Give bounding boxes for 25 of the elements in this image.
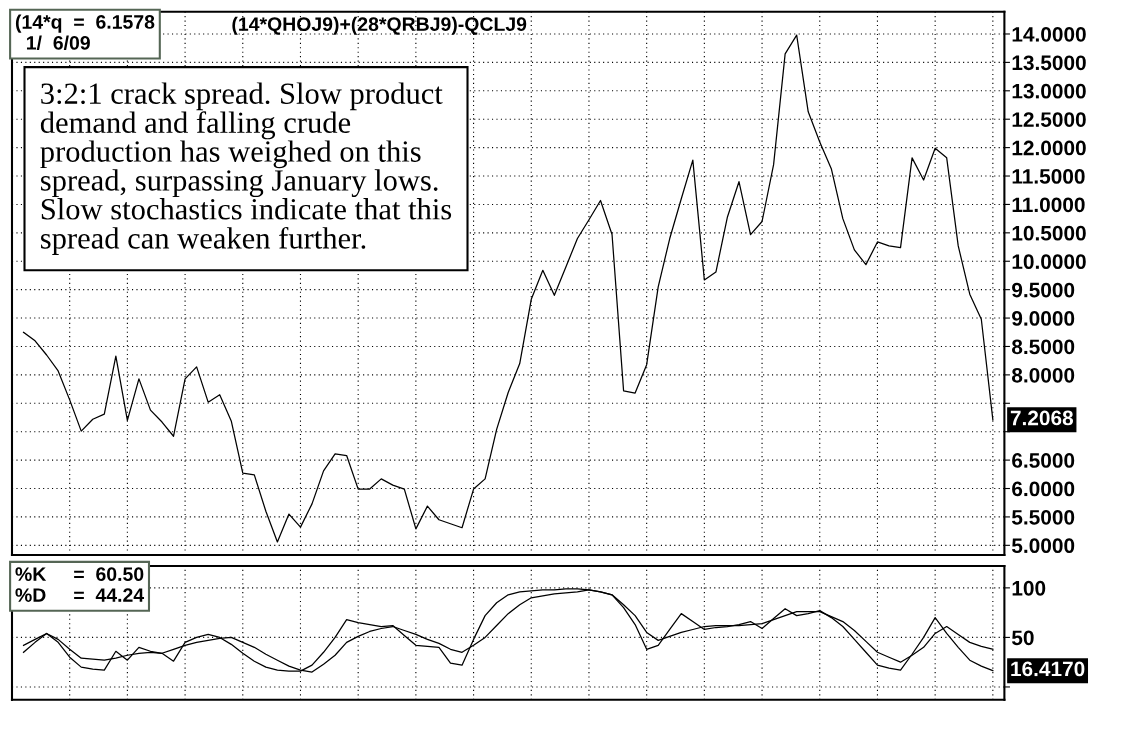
y-tick-label: 5.5000 [1011,509,1075,525]
text: 16.4170 [1011,661,1085,677]
y-tick-label: 10.5000 [1012,225,1086,241]
annotation: 3:2:1 crack spread. Slow product demand and falling crude production has weighed on this spread, surpassing January lows. Slow stochastics indicate that this spread can weaken further. [40,82,452,255]
y-tick-label: 8.5000 [1011,339,1075,355]
y-tick-label: 13.5000 [1012,55,1086,71]
y-tick-label: 10.0000 [1012,254,1086,269]
y-tick-label: 50 [1011,630,1034,646]
text: 7.2068 [1010,410,1074,426]
annotation: %K = 60.50 %D = 44.24 [15,567,145,602]
y-tick-label: 8.0000 [1011,367,1075,383]
y-tick-label: 12.5000 [1012,112,1086,127]
y-tick-label: 14.0000 [1012,26,1086,42]
y-tick-label: 12.0000 [1012,140,1086,156]
y-tick-label: 6.5000 [1012,453,1075,468]
y-tick-label: 6.0000 [1012,481,1075,497]
y-tick-label: 13.0000 [1012,83,1086,99]
y-tick-label: 9.5000 [1012,282,1075,298]
y-tick-label: 11.0000 [1012,197,1085,213]
y-tick-label: 9.0000 [1012,311,1075,326]
annotation: (14*q = 6.1578 1/ 6/09 [15,14,155,50]
chart-title: (14*QHOJ9)+(28*QRBJ9)-QCLJ9 [232,16,527,35]
y-tick-label: 100 [1012,580,1046,596]
y-tick-label: 5.0000 [1011,538,1075,554]
y-tick-label: 11.5000 [1012,169,1085,184]
